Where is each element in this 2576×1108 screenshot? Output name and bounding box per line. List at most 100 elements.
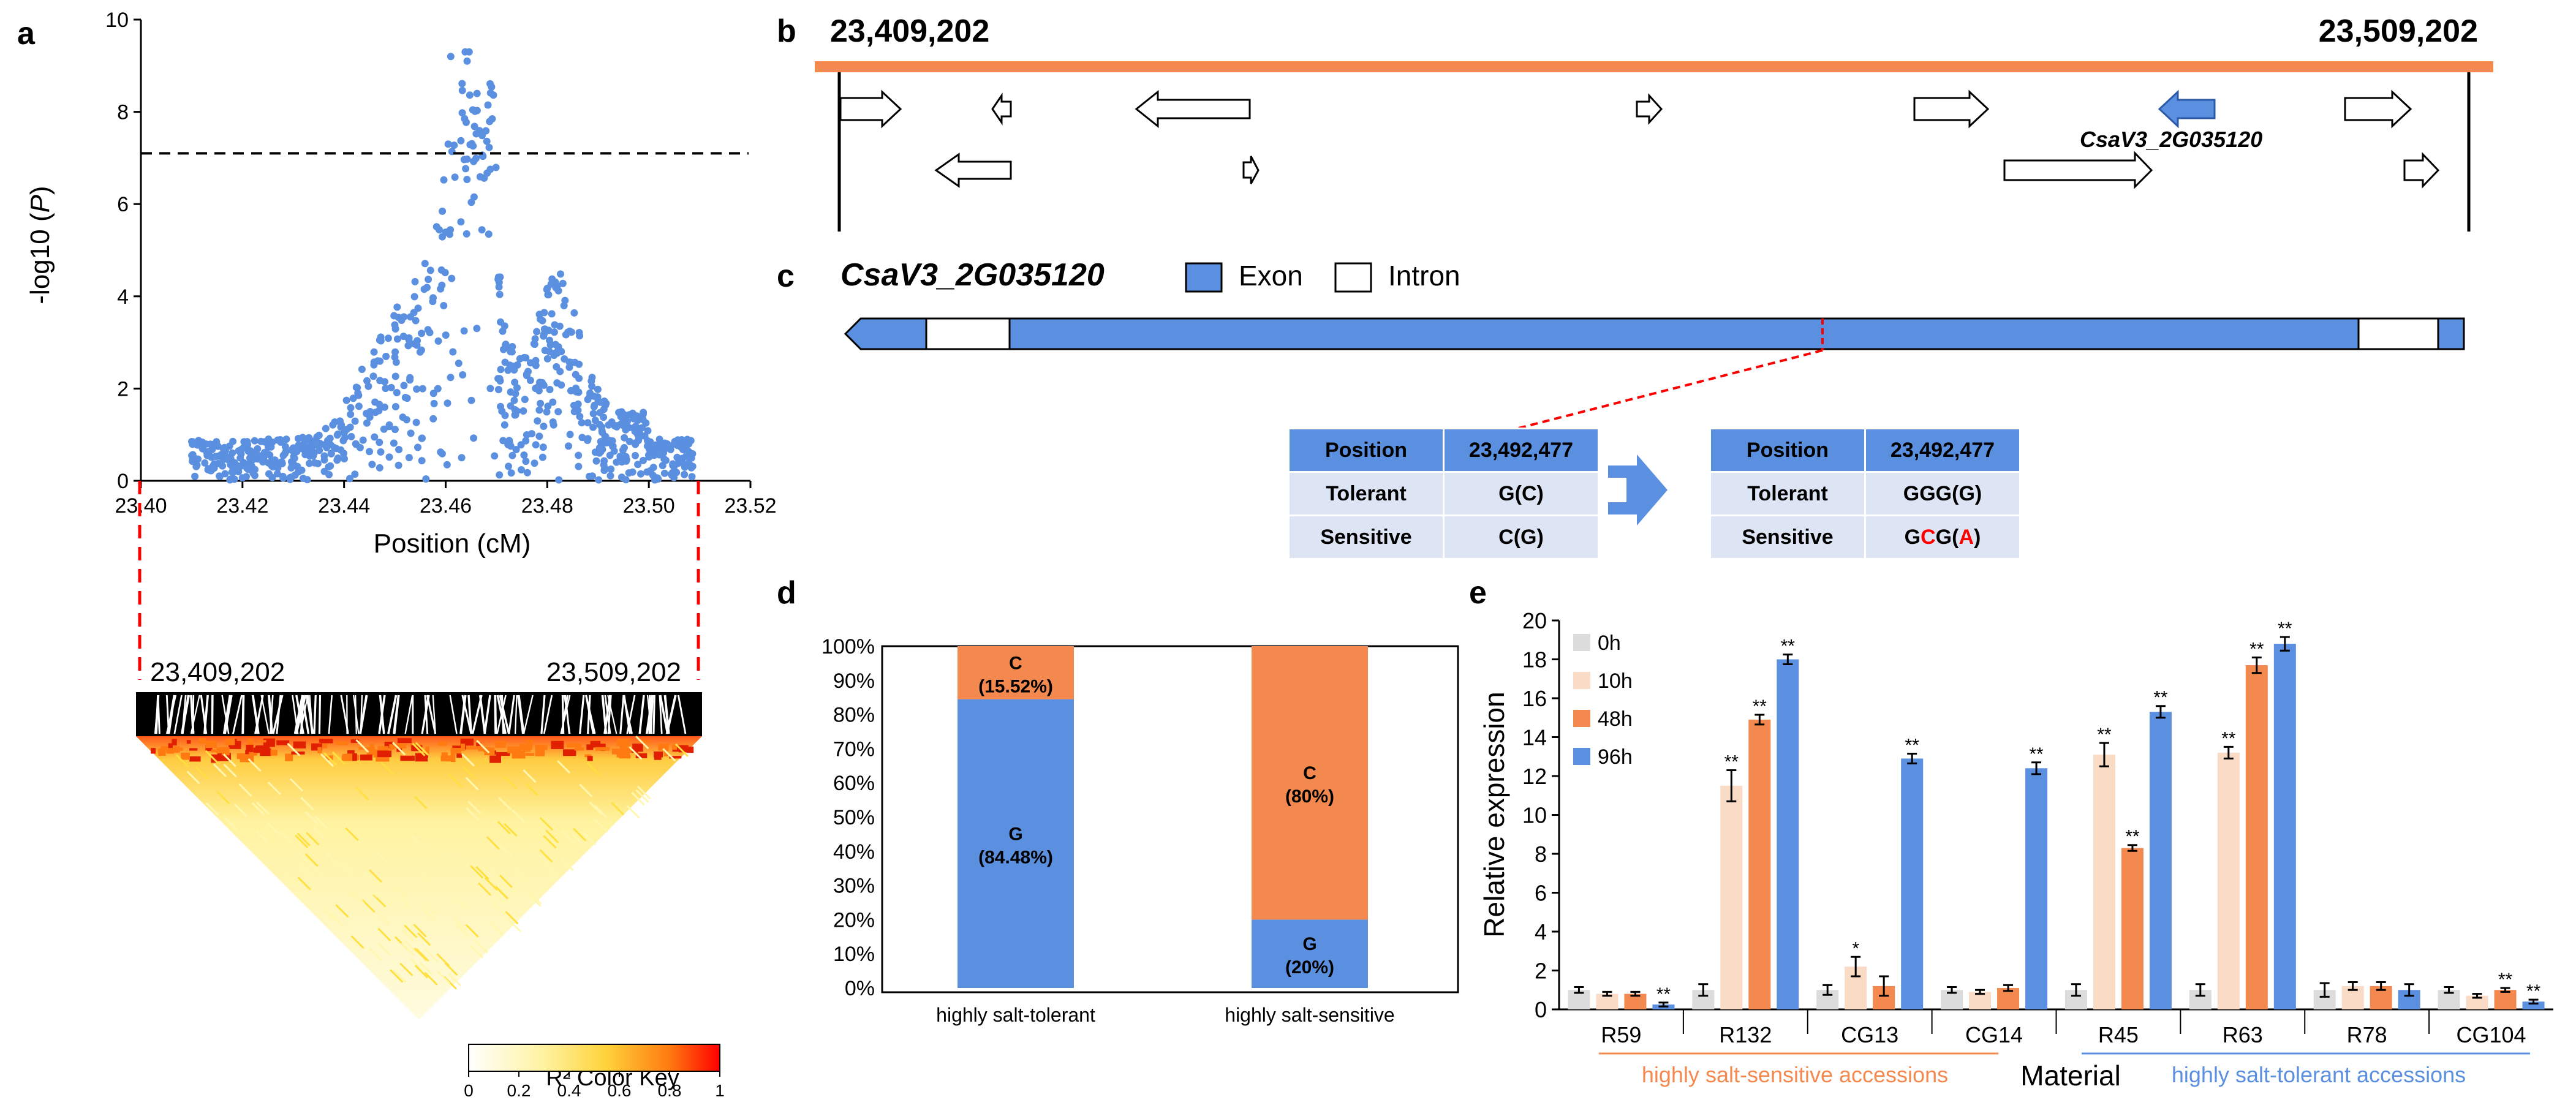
ld-streak [324, 851, 338, 865]
association-point [643, 442, 651, 450]
ld-snp-line [665, 695, 677, 734]
allele-bar-C [958, 646, 1074, 699]
association-point [400, 313, 408, 321]
ld-streak [453, 895, 467, 910]
ld-snp-line [387, 695, 398, 734]
ld-streak [373, 848, 387, 863]
association-point [673, 469, 681, 477]
ld-cell [335, 741, 349, 745]
ld-streak [415, 742, 429, 756]
ld-snp-line [211, 695, 214, 734]
association-point [458, 86, 466, 94]
ld-cell [635, 753, 648, 758]
association-point [459, 371, 467, 379]
association-point [485, 230, 493, 238]
association-point [584, 419, 592, 427]
association-point [447, 374, 455, 382]
association-point [199, 442, 207, 450]
ld-snp-line [360, 695, 363, 734]
snp-right-sensitive-key: Sensitive [1709, 514, 1866, 560]
ld-streak [223, 764, 237, 778]
manhattan-x-tick-label: 23.50 [623, 494, 675, 518]
association-point [512, 446, 520, 453]
allele-bar-G [958, 699, 1074, 988]
association-point [575, 329, 583, 336]
association-point [574, 406, 582, 414]
association-point [192, 439, 200, 447]
association-point [352, 383, 360, 391]
ld-streak [503, 775, 517, 790]
association-point [518, 466, 525, 473]
ld-snp-line [623, 695, 632, 734]
expression-y-tick-label: 0 [1535, 997, 1547, 1022]
ld-cell [189, 748, 198, 751]
colorkey-tick-label: 0.4 [557, 1081, 581, 1100]
manhattan-x-tick-label: 23.42 [216, 494, 268, 518]
ld-streak [629, 746, 643, 760]
significance-mark: ** [1656, 984, 1671, 1004]
association-point [632, 451, 639, 459]
association-point [530, 340, 538, 348]
association-point [483, 137, 491, 145]
expression-category-label: CG104 [2457, 1022, 2526, 1047]
association-point [687, 464, 695, 472]
colorkey-bar [468, 1044, 720, 1072]
association-point [341, 434, 349, 442]
legend-swatch-48h [1573, 710, 1590, 727]
association-point [414, 304, 422, 312]
ld-snp-line [353, 695, 360, 734]
legend-label-0h: 0h [1598, 631, 1621, 655]
ld-snp-line [543, 695, 553, 734]
association-point [461, 48, 469, 56]
association-point [500, 421, 508, 429]
association-point [588, 374, 596, 382]
ld-streak [512, 809, 526, 823]
association-point [466, 91, 474, 99]
association-point [457, 137, 465, 145]
expression-bar-96h [1777, 659, 1799, 1009]
association-point [540, 309, 548, 317]
ld-cell [384, 742, 393, 748]
association-point [463, 176, 471, 183]
snp-left-header-key: Position [1288, 428, 1445, 473]
ld-streak [497, 821, 511, 835]
association-point [638, 424, 646, 432]
ld-cell [639, 740, 651, 743]
ld-cell [507, 746, 522, 753]
ld-cell [616, 751, 630, 758]
expression-y-tick-label: 18 [1522, 647, 1547, 673]
association-point [330, 443, 338, 451]
association-point [536, 379, 543, 386]
association-point [405, 336, 413, 344]
association-point [630, 413, 638, 421]
ld-cell [415, 753, 428, 762]
association-point [590, 403, 598, 411]
association-point [315, 431, 323, 439]
ld-cell [551, 741, 564, 749]
snp-left-sensitive-value: C(G) [1443, 514, 1600, 560]
snp-right-header-key: Position [1709, 428, 1866, 473]
ld-snp-line [299, 695, 309, 734]
ld-streak [255, 829, 269, 843]
expression-bar-48h [2494, 990, 2517, 1009]
association-point [395, 314, 402, 322]
association-point [342, 396, 350, 404]
association-point [619, 421, 627, 429]
significance-mark: ** [2498, 970, 2513, 990]
association-point [391, 426, 399, 434]
association-point [363, 419, 371, 427]
association-point [325, 470, 333, 478]
association-point [599, 428, 606, 436]
association-point [458, 454, 466, 462]
association-point [541, 347, 549, 355]
ld-streak [186, 771, 200, 785]
expression-bar-48h [2245, 665, 2268, 1009]
ld-streak [195, 766, 209, 780]
association-point [463, 57, 471, 65]
gene-arrow-8 [991, 92, 1012, 126]
ld-streak [298, 864, 312, 878]
association-point [491, 452, 499, 460]
ld-cell [198, 738, 206, 744]
association-point [639, 456, 647, 464]
association-point [376, 439, 383, 447]
